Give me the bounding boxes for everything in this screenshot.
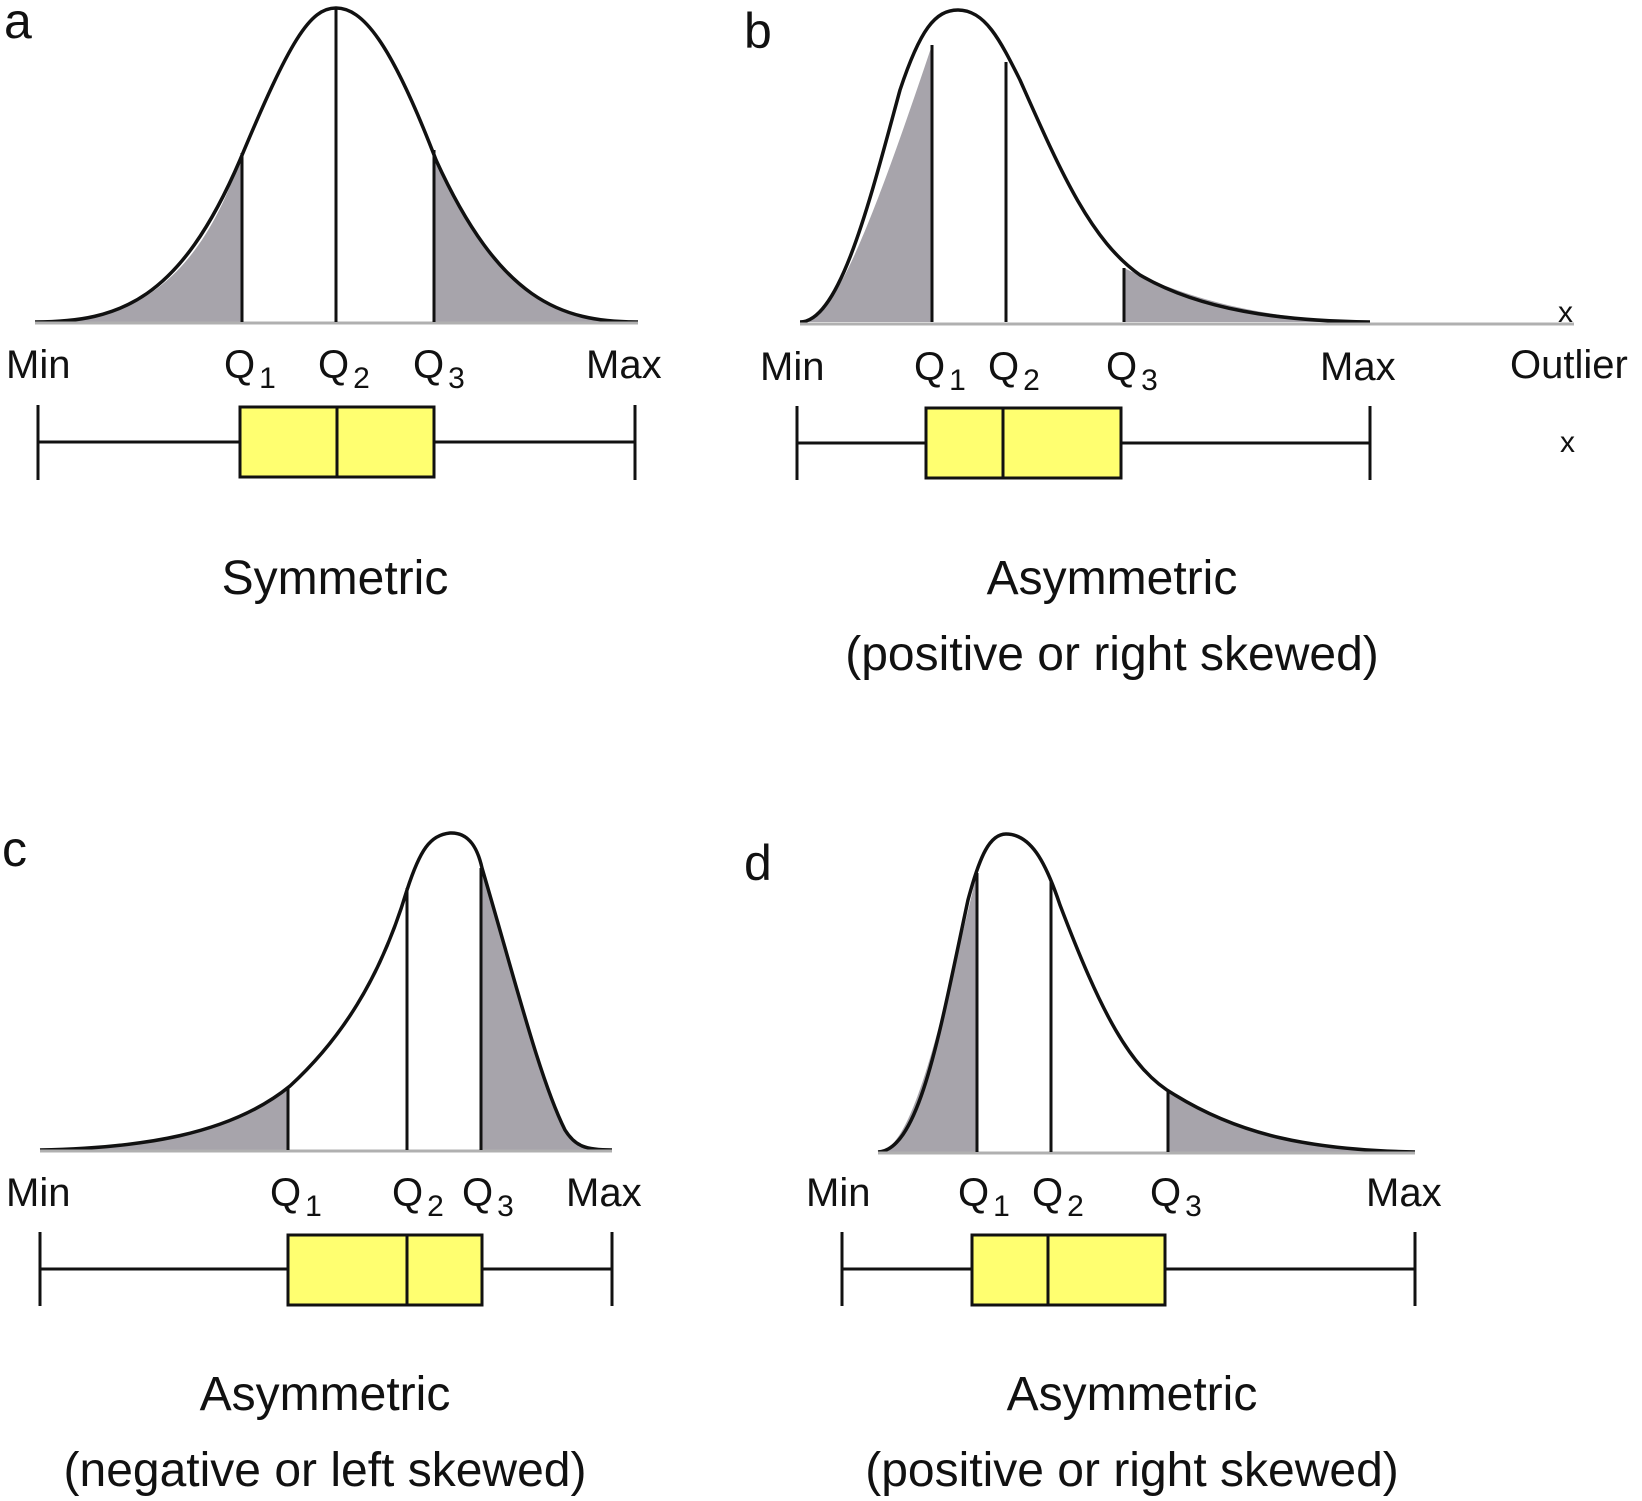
caption-line-1: Symmetric [222,552,449,605]
iqr-box [286,1233,484,1307]
min-label: Min [6,343,70,387]
max-label: Max [1366,1171,1442,1215]
panel-letter-a: a [4,0,32,49]
panel-letter-b: b [744,3,772,59]
right-tail-shade [1168,1090,1415,1152]
box-plot [840,1232,1417,1307]
box-plot [36,405,637,480]
density-curve [39,831,613,1152]
caption-line-1: Asymmetric [987,552,1238,605]
max-label: Max [566,1171,642,1215]
outlier-label: Outlier [1510,343,1628,387]
outlier-point: x [1558,296,1573,329]
density-curve [877,832,1416,1154]
max-label: Max [1320,345,1396,389]
max-label: Max [586,343,662,387]
outlier-box-point: x [1560,426,1575,459]
left-tail-shade [800,45,932,322]
iqr-box [924,406,1123,480]
min-label: Min [806,1171,870,1215]
caption-line-1: Asymmetric [1007,1368,1258,1421]
box-plot [38,1232,614,1307]
caption-line-2: (negative or left skewed) [64,1444,587,1497]
left-tail-shade [35,150,243,322]
right-tail-shade [1124,268,1370,322]
min-label: Min [6,1171,70,1215]
left-tail-shade [878,873,977,1152]
min-label: Min [760,345,824,389]
right-tail-shade [434,150,638,322]
right-tail-shade [481,868,612,1150]
panel-letter-d: d [744,835,772,891]
box-plot: x [795,406,1575,480]
left-tail-shade [40,1088,288,1150]
caption-line-2: (positive or right skewed) [845,628,1379,681]
caption-line-2: (positive or right skewed) [865,1444,1399,1497]
iqr-box [970,1233,1167,1307]
caption-line-1: Asymmetric [200,1368,451,1421]
density-curve [799,8,1371,324]
panel-letter-c: c [2,821,27,877]
